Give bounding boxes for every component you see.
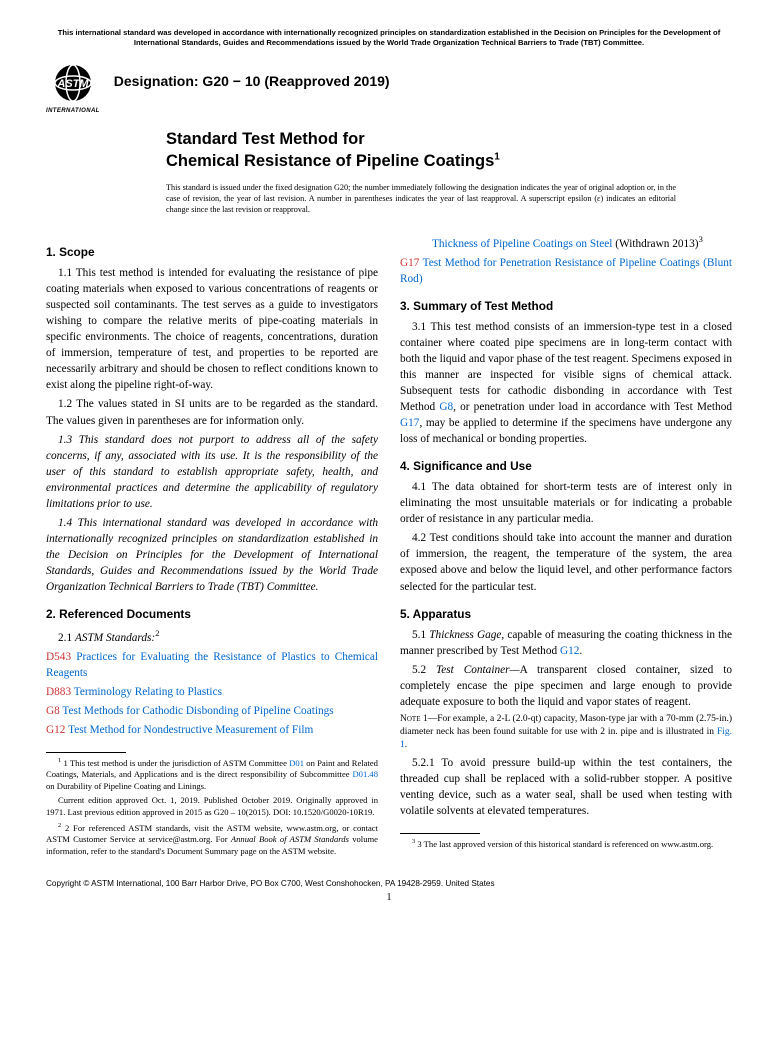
p-5-2: 5.2 Test Container—A transparent closed … xyxy=(400,662,732,710)
header-top-note: This international standard was develope… xyxy=(46,28,732,49)
p-1-4: 1.4 This international standard was deve… xyxy=(46,515,378,595)
p-1-3: 1.3 This standard does not purport to ad… xyxy=(46,432,378,512)
sec-2-head: 2. Referenced Documents xyxy=(46,607,378,621)
footnote-3: 3 3 The last approved version of this hi… xyxy=(400,838,732,850)
p-2-1: 2.1 ASTM Standards:2 xyxy=(46,627,378,646)
footnote-2: 2 2 For referenced ASTM standards, visit… xyxy=(46,822,378,858)
p-3-1: 3.1 This test method consists of an imme… xyxy=(400,319,732,447)
designation: Designation: G20 − 10 (Reapproved 2019) xyxy=(114,73,390,89)
ref-g12-cont: Thickness of Pipeline Coatings on Steel … xyxy=(432,233,732,252)
ref-g8[interactable]: G8 Test Methods for Cathodic Disbonding … xyxy=(46,703,378,719)
footnote-1b: Current edition approved Oct. 1, 2019. P… xyxy=(46,795,378,818)
note-1: Note 1—For example, a 2-L (2.0-qt) capac… xyxy=(400,713,732,752)
footnote-1: 1 1 This test method is under the jurisd… xyxy=(46,757,378,793)
svg-text:ASTM: ASTM xyxy=(56,78,89,90)
p-1-1: 1.1 This test method is intended for eva… xyxy=(46,265,378,393)
p-1-2: 1.2 The values stated in SI units are to… xyxy=(46,396,378,428)
copyright-line: Copyright © ASTM International, 100 Barr… xyxy=(46,879,732,888)
footnote-rule-right xyxy=(400,833,480,834)
footnote-rule-left xyxy=(46,752,126,753)
astm-logo-icon: ASTM xyxy=(47,63,99,107)
page-number: 1 xyxy=(46,892,732,903)
ref-g17[interactable]: G17 Test Method for Penetration Resistan… xyxy=(400,255,732,287)
ref-g12[interactable]: G12 Test Method for Nondestructive Measu… xyxy=(46,722,378,738)
title-line-2: Chemical Resistance of Pipeline Coatings… xyxy=(166,150,732,172)
p-4-2: 4.2 Test conditions should take into acc… xyxy=(400,530,732,594)
p-5-1: 5.1 Thickness Gage, capable of measuring… xyxy=(400,627,732,659)
p-5-2-1: 5.2.1 To avoid pressure build-up within … xyxy=(400,755,732,819)
title-block: Standard Test Method for Chemical Resist… xyxy=(166,128,732,173)
body-columns: 1. Scope 1.1 This test method is intende… xyxy=(46,233,732,857)
p-4-1: 4.1 The data obtained for short-term tes… xyxy=(400,479,732,527)
sec-3-head: 3. Summary of Test Method xyxy=(400,299,732,313)
sec-4-head: 4. Significance and Use xyxy=(400,459,732,473)
ref-d883[interactable]: D883 Terminology Relating to Plastics xyxy=(46,684,378,700)
title-line-1: Standard Test Method for xyxy=(166,128,732,150)
header-row: ASTM INTERNATIONAL Designation: G20 − 10… xyxy=(46,63,732,114)
issued-note: This standard is issued under the fixed … xyxy=(166,182,676,215)
sec-5-head: 5. Apparatus xyxy=(400,607,732,621)
logo-subtext: INTERNATIONAL xyxy=(46,108,100,114)
sec-1-head: 1. Scope xyxy=(46,245,378,259)
page: This international standard was develope… xyxy=(0,0,778,923)
astm-logo: ASTM INTERNATIONAL xyxy=(46,63,100,114)
ref-d543[interactable]: D543 Practices for Evaluating the Resist… xyxy=(46,649,378,681)
